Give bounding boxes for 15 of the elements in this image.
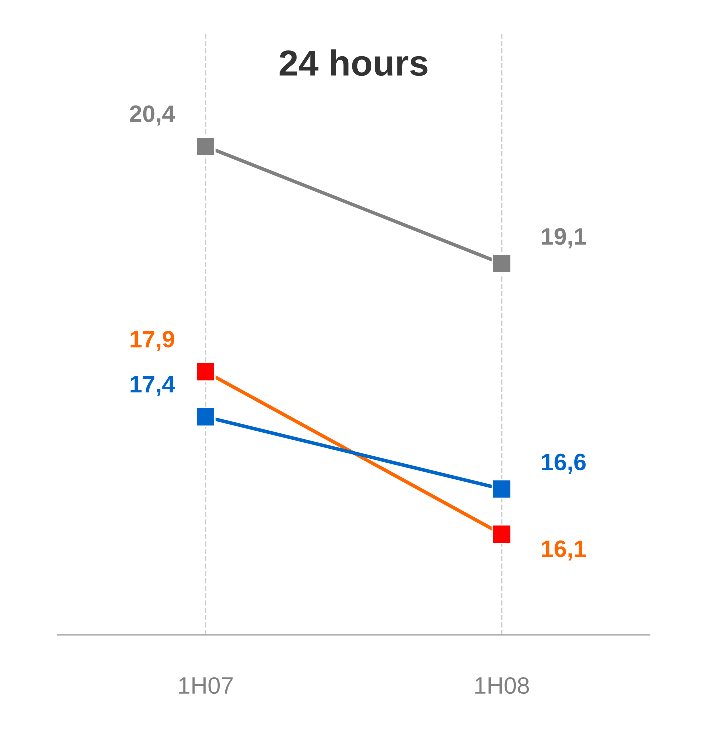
x-tick-label: 1H07: [179, 677, 233, 694]
chart-title: 24 hours: [280, 50, 428, 76]
point: [492, 524, 512, 544]
data-label: 19,1: [542, 228, 586, 249]
data-label: 20,4: [130, 106, 176, 126]
point: [196, 407, 216, 428]
data-label: 16,1: [542, 540, 586, 561]
data-label: 16,6: [542, 454, 586, 474]
data-label: 17,4: [130, 376, 176, 396]
point: [196, 136, 216, 157]
data-label: 17,9: [130, 331, 174, 352]
point: [492, 479, 512, 500]
x-tick-label: 1H08: [476, 677, 530, 694]
point: [492, 254, 512, 274]
point: [196, 362, 216, 382]
